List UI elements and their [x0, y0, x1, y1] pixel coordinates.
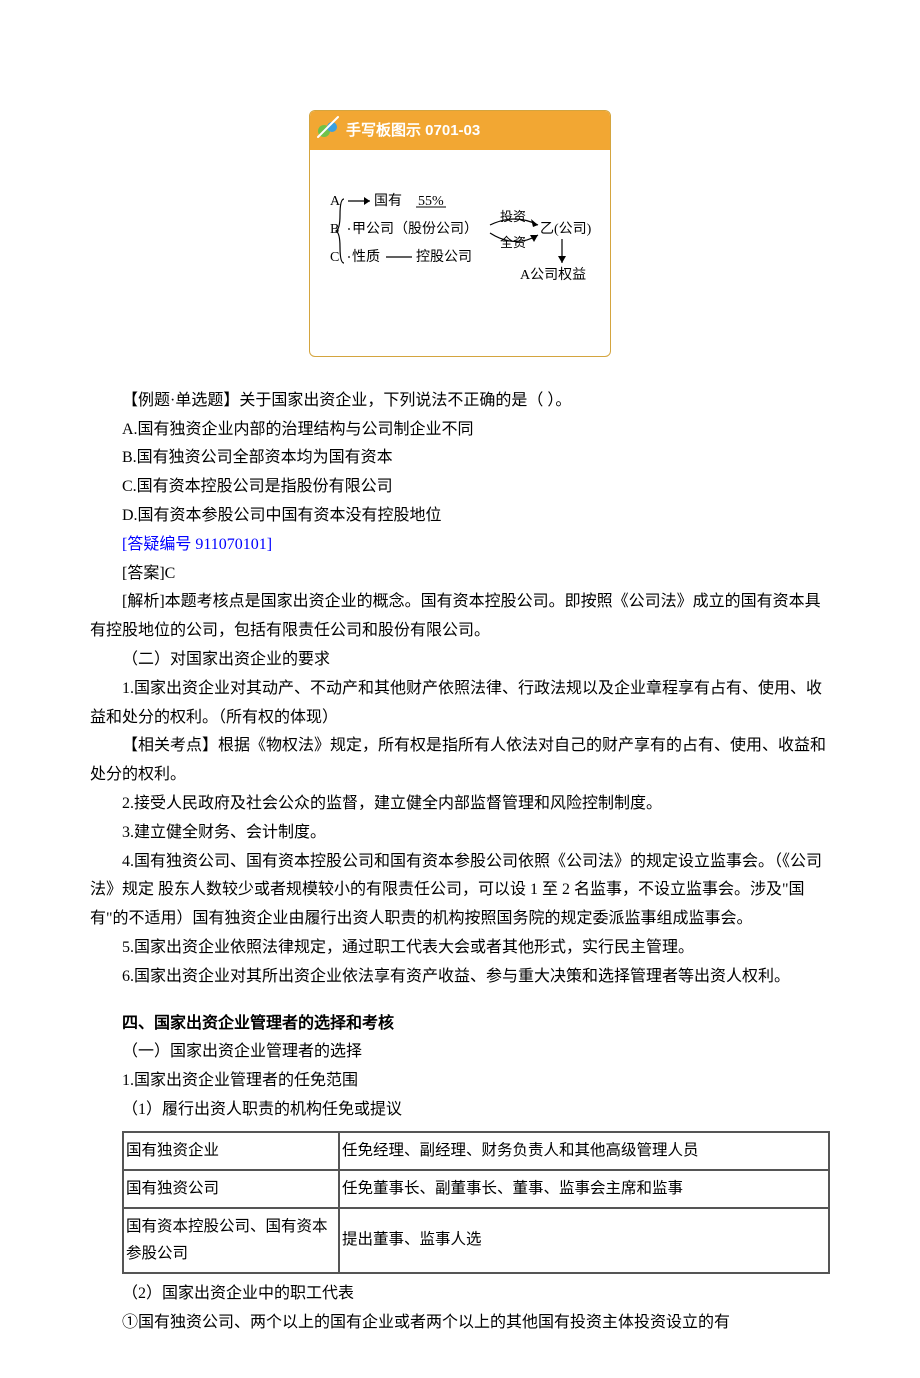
para-5: 5.国家出资企业依照法律规定，通过职工代表大会或者其他形式，实行民主管理。: [90, 934, 830, 963]
handwriting-svg: A B C 国有 55% 甲公司（股份公司） 投资: [320, 175, 600, 305]
option-d: D.国有资本参股公司中国有资本没有控股地位: [90, 502, 830, 531]
label-touzi: 投资: [500, 209, 526, 224]
s4-2: 1.国家出资企业管理者的任免范围: [90, 1067, 830, 1096]
diagram-header: 手写板图示 0701-03: [310, 111, 610, 150]
table-cell: 国有独资企业: [123, 1132, 339, 1170]
document-page: 手写板图示 0701-03 A B C 国有 55%: [0, 0, 920, 1378]
option-c: C.国有资本控股公司是指股份有限公司: [90, 473, 830, 502]
para-1: 1.国家出资企业对其动产、不动产和其他财产依照法律、行政法规以及企业章程享有占有…: [90, 675, 830, 733]
label-xingzhi: 性质: [352, 249, 380, 265]
label-guoyou: 国有: [374, 193, 402, 209]
label-yi: 乙(公司): [540, 221, 592, 237]
s4-4: （2）国家出资企业中的职工代表: [90, 1280, 830, 1309]
answer: [答案]C: [90, 560, 830, 589]
question-title: 【例题·单选题】关于国家出资企业，下列说法不正确的是（ ）。: [90, 387, 830, 416]
pencil-icon: [314, 113, 342, 141]
option-a: A.国有独资企业内部的治理结构与公司制企业不同: [90, 416, 830, 445]
table-cell: 国有资本控股公司、国有资本参股公司: [123, 1208, 339, 1274]
label-a-quanyi: A公司权益: [520, 267, 586, 283]
para-3: 3.建立健全财务、会计制度。: [90, 819, 830, 848]
label-A: A: [330, 194, 341, 209]
section4-title: 四、国家出资企业管理者的选择和考核: [90, 1010, 830, 1039]
table-row: 国有独资企业 任免经理、副经理、财务负责人和其他高级管理人员: [123, 1132, 829, 1170]
diagram-body: A B C 国有 55% 甲公司（股份公司） 投资: [310, 150, 610, 356]
para-related: 【相关考点】根据《物权法》规定，所有权是指所有人依法对自己的财产享有的占有、使用…: [90, 732, 830, 790]
label-C: C: [330, 250, 339, 265]
table-row: 国有独资公司 任免董事长、副董事长、董事、监事会主席和监事: [123, 1170, 829, 1208]
analysis: [解析]本题考核点是国家出资企业的概念。国有资本控股公司。即按照《公司法》成立的…: [90, 588, 830, 646]
reference-number: [答疑编号 911070101]: [90, 531, 830, 560]
para-2: 2.接受人民政府及社会公众的监督，建立健全内部监督管理和风险控制制度。: [90, 790, 830, 819]
table-cell: 国有独资公司: [123, 1170, 339, 1208]
s4-3: （1）履行出资人职责的机构任免或提议: [90, 1096, 830, 1125]
table-row: 国有资本控股公司、国有资本参股公司 提出董事、监事人选: [123, 1208, 829, 1274]
section2-title: （二）对国家出资企业的要求: [90, 646, 830, 675]
table-cell: 任免经理、副经理、财务负责人和其他高级管理人员: [339, 1132, 829, 1170]
option-b: B.国有独资公司全部资本均为国有资本: [90, 444, 830, 473]
handwriting-diagram-box: 手写板图示 0701-03 A B C 国有 55%: [309, 110, 611, 357]
label-jia: 甲公司（股份公司）: [352, 221, 478, 237]
label-konggu: 控股公司: [416, 249, 472, 265]
label-quanzi: 全资: [500, 235, 526, 250]
table-cell: 提出董事、监事人选: [339, 1208, 829, 1274]
diagram-wrapper: 手写板图示 0701-03 A B C 国有 55%: [90, 110, 830, 357]
para-6: 6.国家出资企业对其所出资企业依法享有资产收益、参与重大决策和选择管理者等出资人…: [90, 963, 830, 992]
appointment-table: 国有独资企业 任免经理、副经理、财务负责人和其他高级管理人员 国有独资公司 任免…: [122, 1131, 830, 1275]
para-4: 4.国有独资公司、国有资本控股公司和国有资本参股公司依照《公司法》的规定设立监事…: [90, 848, 830, 934]
diagram-header-text: 手写板图示 0701-03: [346, 122, 480, 139]
s4-1: （一）国家出资企业管理者的选择: [90, 1038, 830, 1067]
table-cell: 任免董事长、副董事长、董事、监事会主席和监事: [339, 1170, 829, 1208]
s4-5: ①国有独资公司、两个以上的国有企业或者两个以上的其他国有投资主体投资设立的有: [90, 1309, 830, 1338]
